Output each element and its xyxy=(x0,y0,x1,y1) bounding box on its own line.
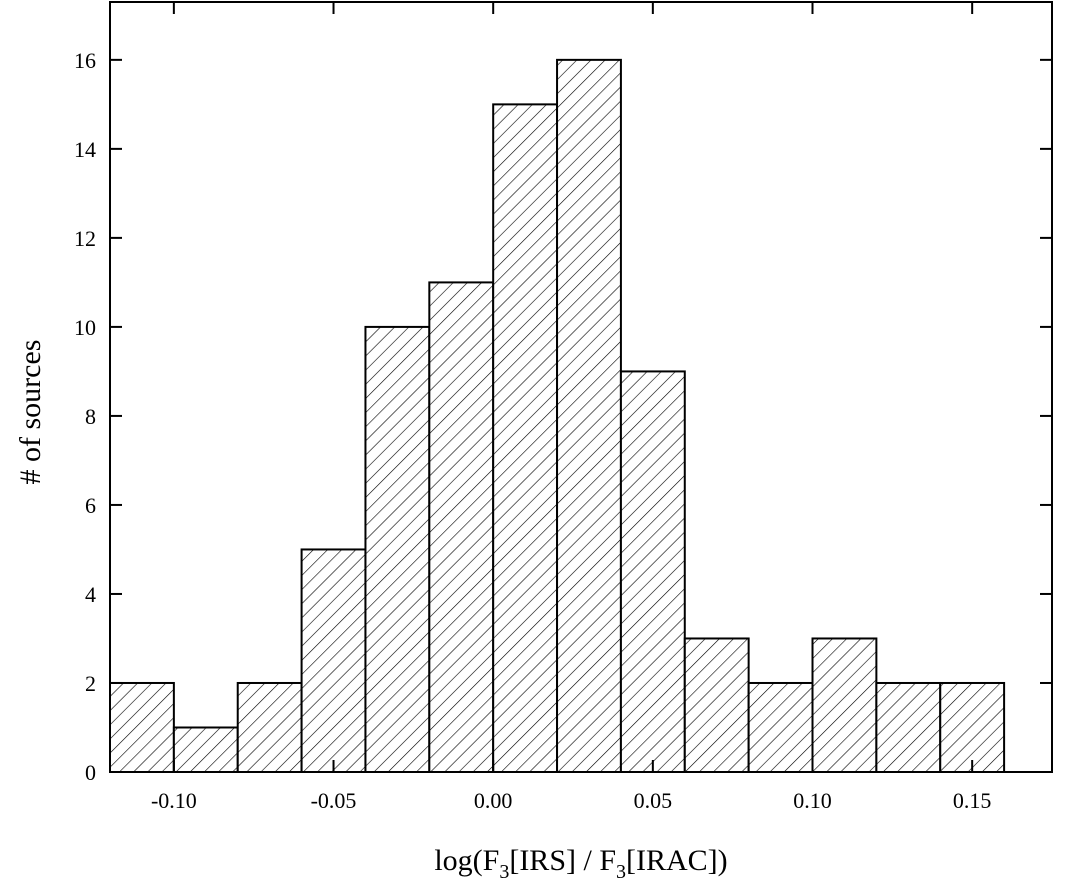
x-tick-label: -0.05 xyxy=(311,788,357,813)
x-tick-label: -0.10 xyxy=(151,788,197,813)
x-axis-label-subscript: 3 xyxy=(616,861,626,883)
bar xyxy=(556,58,622,774)
bar xyxy=(300,548,367,774)
x-tick-label: 0.00 xyxy=(474,788,513,813)
y-axis-label: # of sources xyxy=(14,340,47,485)
x-axis-label-part: [IRAC]) xyxy=(626,844,728,877)
x-axis-label: log(F3[IRS] / F3[IRAC]) xyxy=(434,844,727,883)
y-tick-label: 10 xyxy=(74,315,96,340)
bar xyxy=(939,681,1006,774)
bar xyxy=(683,637,750,774)
x-axis-label-subscript: 3 xyxy=(499,861,509,883)
bar xyxy=(875,681,942,774)
bar xyxy=(747,681,814,774)
y-tick-label: 8 xyxy=(85,404,96,429)
bar xyxy=(619,370,686,773)
bar xyxy=(811,637,878,774)
x-axis-label-part: [IRS] / F xyxy=(509,844,616,877)
x-tick-label: 0.10 xyxy=(793,788,832,813)
x-tick-label: 0.05 xyxy=(634,788,673,813)
y-tick-label: 2 xyxy=(85,671,96,696)
y-tick-label: 4 xyxy=(85,582,96,607)
plot-frame xyxy=(109,1,1053,773)
bar xyxy=(364,325,431,773)
y-tick-label: 16 xyxy=(74,48,96,73)
bar xyxy=(172,726,239,774)
bar xyxy=(236,681,303,774)
bar xyxy=(428,281,495,773)
y-tick-label: 14 xyxy=(74,137,96,162)
y-tick-label: 6 xyxy=(85,493,96,518)
x-tick-label: 0.15 xyxy=(953,788,992,813)
y-tick-label: 12 xyxy=(74,226,96,251)
bar xyxy=(109,681,175,774)
y-tick-label: 0 xyxy=(85,760,96,785)
x-axis-label-part: log(F xyxy=(434,844,499,877)
bar xyxy=(492,103,559,774)
